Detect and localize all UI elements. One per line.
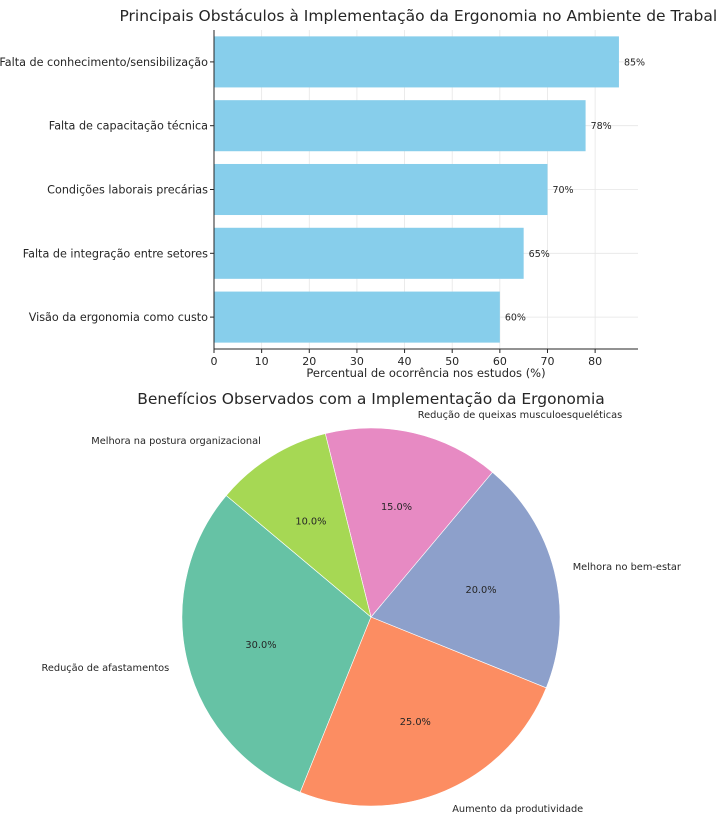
bar-y-ticks: Falta de conhecimento/sensibilização Falt… [0, 56, 214, 324]
bar-x-axis-label: Percentual de ocorrência nos estudos (%) [306, 366, 545, 380]
bar-data-label: 65% [529, 249, 550, 260]
pie-slice [370, 471, 561, 689]
pie-percent-label: 15.0% [381, 502, 412, 513]
pie-category-label: Redução de afastamentos [41, 663, 169, 674]
bar-x-tick-label: 80 [588, 355, 602, 368]
bar [214, 291, 500, 343]
bar-data-label: 70% [552, 185, 573, 196]
pie-category-label: Aumento da produtividade [452, 804, 583, 815]
bar-x-tick-label: 30 [350, 355, 364, 368]
pie-slice [181, 495, 372, 793]
pie-category-label: Melhora no bem-estar [573, 562, 682, 573]
bar-category-label: Falta de capacitação técnica [49, 120, 208, 133]
bar-x-tick-label: 0 [211, 355, 218, 368]
pie-slices [181, 427, 561, 807]
bar [214, 163, 548, 216]
pie-percent-label: 30.0% [245, 640, 276, 651]
bar-category-label: Visão da ergonomia como custo [29, 311, 208, 324]
pie-slice [299, 616, 547, 807]
bar-x-tick-label: 20 [302, 355, 316, 368]
bar-x-tick-label: 40 [398, 355, 412, 368]
pie-category-label: Redução de queixas musculoesqueléticas [418, 409, 622, 421]
pie-slice [324, 427, 493, 618]
bar [214, 100, 586, 152]
bar-category-label: Falta de integração entre setores [23, 247, 208, 260]
bar-category-label: Falta de conhecimento/sensibilização [0, 56, 208, 69]
bar-x-ticks: 0 10 20 30 40 50 60 70 80 [211, 349, 602, 368]
bar-chart-title: Principais Obstáculos à Implementação da… [119, 7, 718, 25]
pie-percent-label: 20.0% [465, 585, 496, 596]
pie-labels: 30.0% Redução de afastamentos 25.0% Aumento… [41, 409, 681, 815]
bar-data-label: 85% [624, 57, 645, 68]
pie-chart: Benefícios Observados com a Implementaçã… [41, 390, 681, 815]
pie-chart-title: Benefícios Observados com a Implementaçã… [137, 390, 605, 408]
pie-slice [225, 433, 372, 618]
pie-percent-label: 25.0% [400, 717, 431, 728]
bar-series: 85% 78% 70% 65% 60% [214, 36, 645, 343]
pie-category-label: Melhora na postura organizacional [91, 436, 261, 447]
bar [214, 227, 524, 279]
bar-data-label: 78% [591, 121, 612, 132]
bar-x-tick-label: 10 [255, 355, 269, 368]
bar-x-tick-label: 70 [540, 355, 554, 368]
pie-percent-label: 10.0% [295, 516, 326, 527]
bar [214, 36, 619, 88]
bar-x-tick-label: 50 [445, 355, 459, 368]
bar-x-tick-label: 60 [493, 355, 507, 368]
bar-data-label: 60% [505, 313, 526, 324]
bar-chart: Principais Obstáculos à Implementação da… [0, 7, 718, 380]
bar-category-label: Condições laborais precárias [47, 184, 208, 197]
